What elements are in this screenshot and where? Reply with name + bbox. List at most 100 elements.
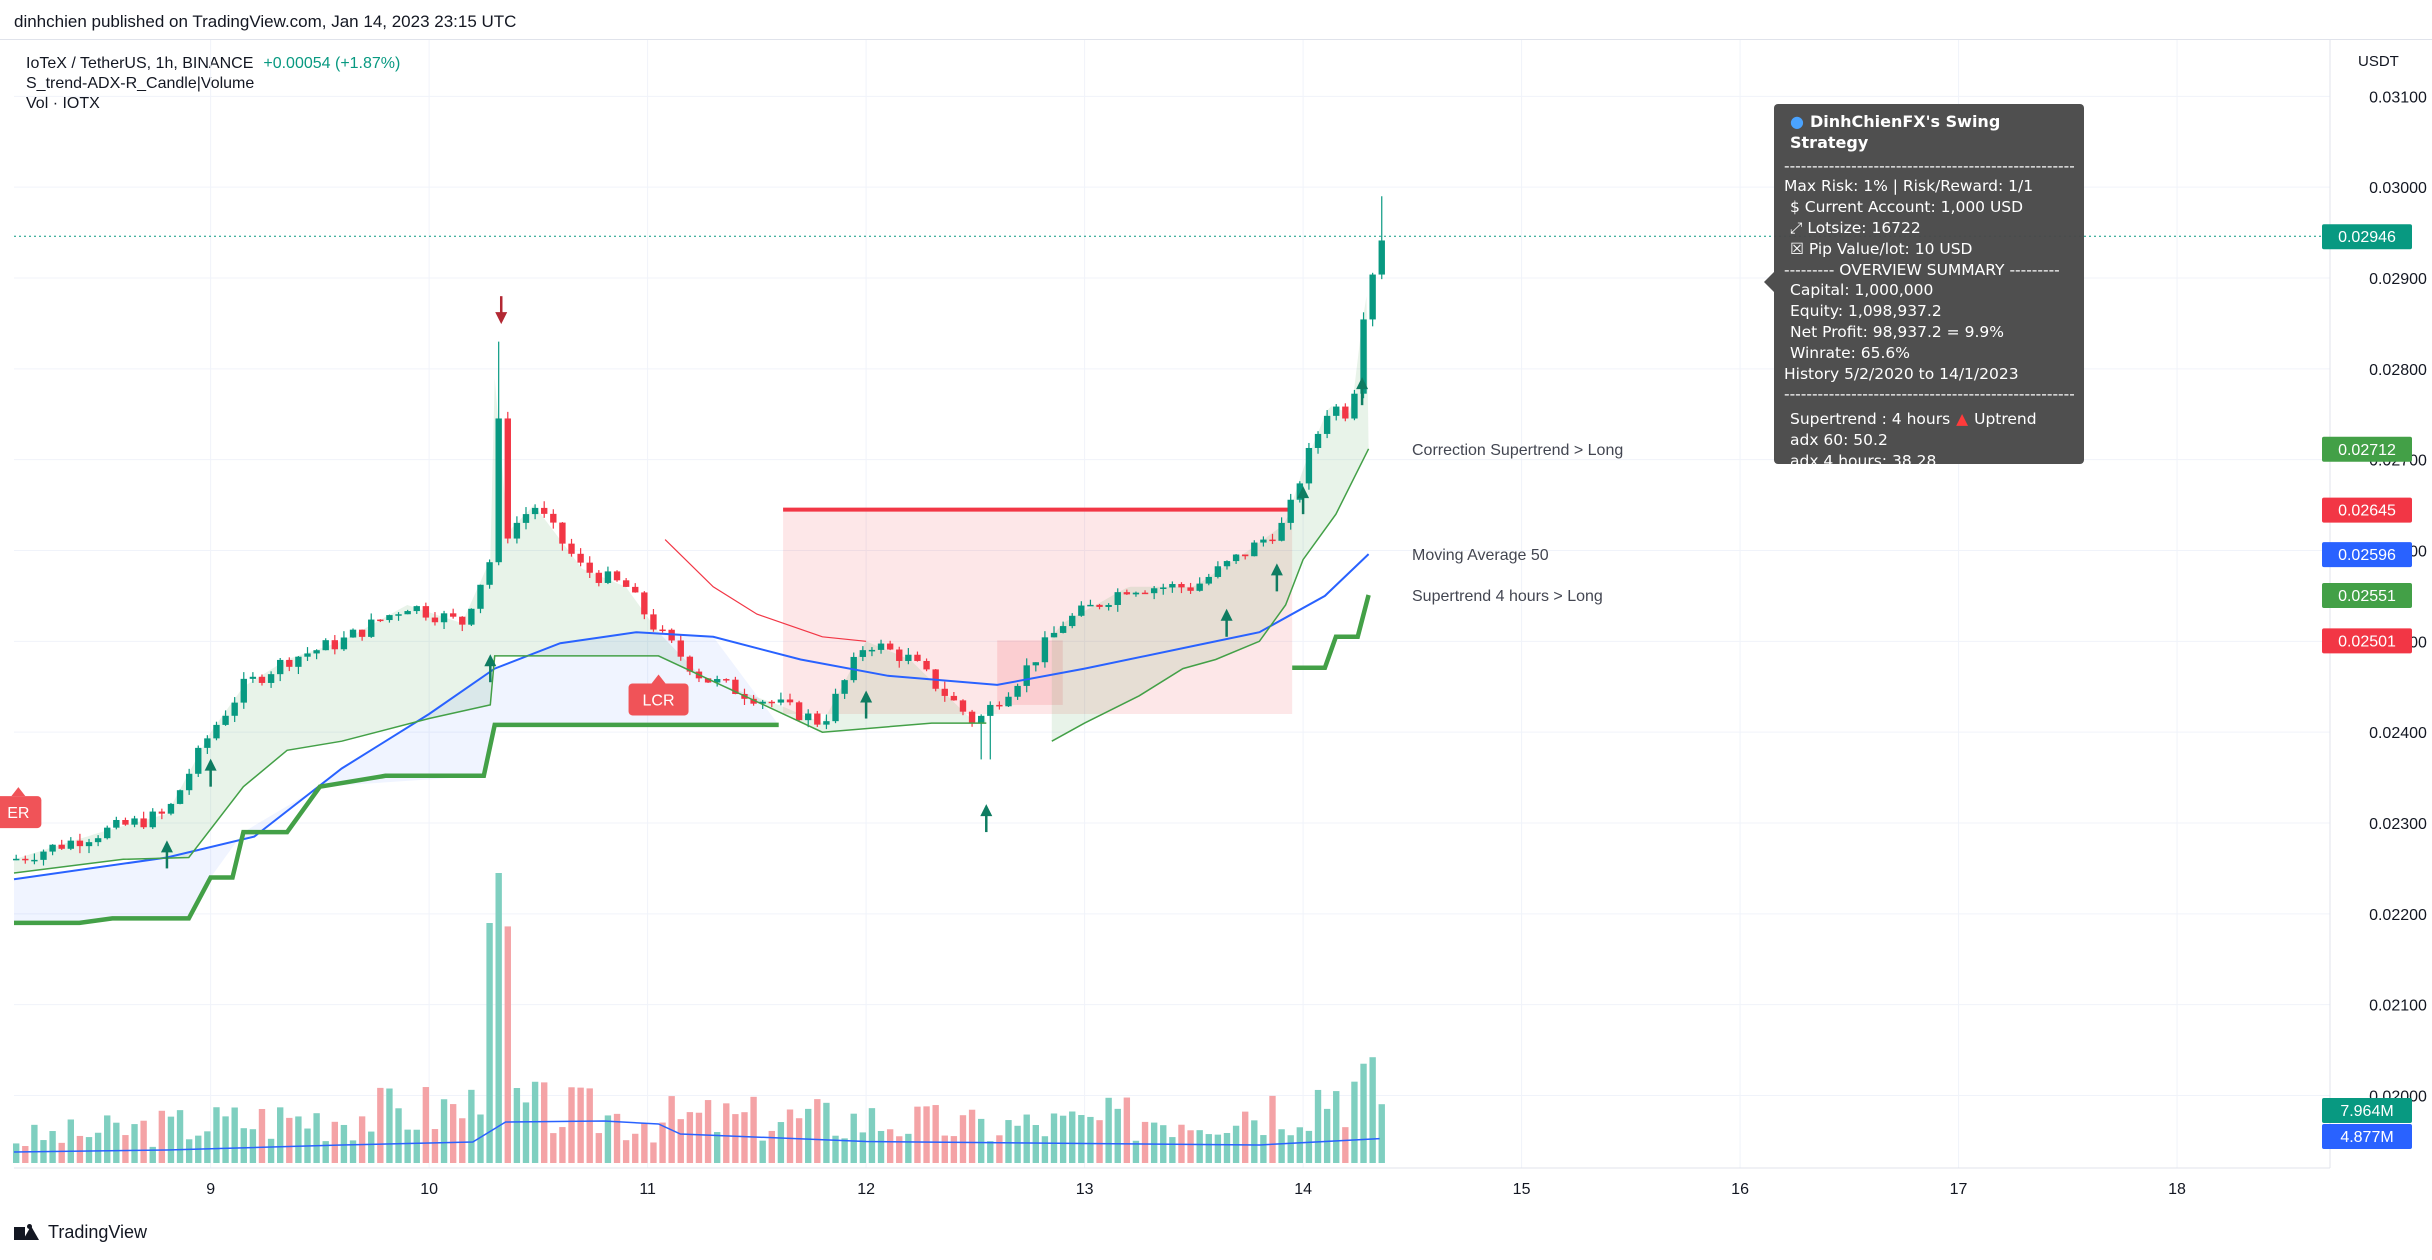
supertrend-line: Supertrend : 4 hours ▲ Uptrend: [1784, 409, 2074, 430]
price-badge-text: 0.02501: [2338, 633, 2396, 650]
volume-bar: [1169, 1137, 1176, 1163]
candle-body: [22, 858, 29, 861]
volume-bar: [67, 1119, 74, 1163]
volume-bar: [1205, 1134, 1212, 1163]
candle-body: [659, 629, 666, 632]
candle: [176, 789, 184, 805]
symbol-title[interactable]: IoTeX / TetherUS, 1h, BINANCE: [26, 55, 254, 72]
candle: [1150, 585, 1158, 600]
candle-body: [340, 637, 348, 650]
volume-bar: [805, 1108, 812, 1163]
candle-body: [504, 418, 511, 539]
candle-body: [759, 701, 766, 704]
volume-bar: [1305, 1130, 1313, 1163]
candle-body: [613, 571, 621, 581]
candle-body: [395, 614, 402, 616]
volume-badge: 4.877M: [2322, 1124, 2412, 1149]
info-line: Max Risk: 1% | Risk/Reward: 1/1: [1784, 177, 2034, 196]
time-axis: 9 10 11 12 13 14 15 16 17 18: [206, 1181, 2186, 1198]
volume-bar: [841, 1138, 848, 1163]
volume-bar: [823, 1102, 830, 1163]
volume-bar: [650, 1142, 657, 1163]
volume-bar: [1114, 1108, 1121, 1163]
price-badge: 0.02946: [2322, 224, 2412, 250]
volume-bar: [987, 1141, 994, 1163]
x-tick-label: 18: [2168, 1181, 2186, 1198]
candle-body: [732, 679, 739, 695]
y-tick-label: 0.03100: [2369, 89, 2427, 106]
volume-bar: [941, 1135, 948, 1163]
signal-badge: [0, 796, 42, 829]
candle-body: [723, 679, 730, 681]
correction-fill: [14, 377, 987, 873]
candle-body: [459, 616, 466, 625]
candle-body: [386, 615, 393, 621]
volume-bar: [1223, 1132, 1231, 1163]
candle-body: [1132, 592, 1140, 595]
candle: [67, 837, 74, 851]
candle-body: [1014, 685, 1021, 697]
volume-bar: [1005, 1120, 1012, 1163]
volume-bar: [996, 1135, 1003, 1163]
candle-body: [1278, 522, 1285, 541]
candle: [777, 692, 785, 706]
volume-bar: [122, 1135, 129, 1163]
volume-bar: [886, 1129, 894, 1163]
candle: [49, 844, 56, 856]
candle-body: [768, 701, 775, 704]
volume-bar: [1378, 1104, 1385, 1163]
indicator-name-volume[interactable]: Volume: [200, 75, 255, 92]
candle: [22, 855, 29, 864]
footer-brand[interactable]: TradingView: [14, 1222, 147, 1243]
candle-body: [841, 680, 848, 694]
arrow-head: [1297, 486, 1310, 499]
candle: [1305, 442, 1313, 490]
indicator-name[interactable]: S_trend-ADX-R_Candle: [26, 75, 197, 92]
candle-body: [267, 674, 275, 683]
candle-body: [1196, 583, 1203, 591]
candle: [1023, 658, 1030, 693]
candle-body: [1369, 274, 1376, 320]
price-badge-bg: [2322, 628, 2412, 654]
x-tick-label: 13: [1076, 1181, 1094, 1198]
uptrend-triangle-icon: ▲: [1956, 410, 1969, 429]
volume-bar: [695, 1112, 703, 1163]
candle-body: [1141, 592, 1149, 595]
volume-bar: [1260, 1135, 1267, 1163]
volume-bar: [1059, 1115, 1067, 1163]
candle-body: [550, 513, 557, 523]
volume-bar: [1141, 1121, 1149, 1163]
volume-bar: [449, 1104, 457, 1163]
adx60-line: adx 60: 50.2: [1790, 430, 1888, 449]
candle: [113, 816, 120, 830]
candle-body: [704, 678, 712, 683]
volume-bar: [1323, 1108, 1331, 1163]
volume-legend[interactable]: Vol · IOTX: [26, 95, 100, 112]
y-tick-label: 0.02900: [2369, 271, 2427, 288]
candle-body: [1314, 433, 1322, 448]
volume-bar: [358, 1116, 366, 1163]
volume-bar: [249, 1129, 257, 1163]
candle-body: [468, 608, 475, 625]
indicator-row[interactable]: S_trend-ADX-R_Candle|Volume: [26, 74, 400, 94]
volume-bar: [723, 1103, 730, 1163]
candle: [1260, 536, 1267, 547]
candle: [1096, 603, 1103, 610]
candle: [541, 501, 548, 518]
symbol-row[interactable]: IoTeX / TetherUS, 1h, BINANCE +0.00054 (+…: [26, 54, 400, 74]
candle-body: [805, 713, 812, 721]
price-badge-text: 0.02946: [2338, 229, 2396, 246]
volume-bar: [1269, 1095, 1276, 1163]
volume-bar: [1369, 1057, 1376, 1163]
info-line: History 5/2/2020 to 14/1/2023: [1784, 364, 2019, 383]
info-line: $ Current Account: 1,000 USD: [1790, 198, 2024, 217]
volume-bar: [850, 1113, 857, 1163]
volume-bar: [950, 1136, 958, 1163]
volume-bar: [513, 1088, 521, 1163]
volume-bar: [814, 1099, 821, 1163]
volume-bar: [1087, 1116, 1094, 1163]
x-tick-label: 14: [1294, 1181, 1312, 1198]
candle-body: [604, 571, 612, 583]
x-tick-label: 17: [1950, 1181, 1968, 1198]
candle: [814, 710, 821, 727]
